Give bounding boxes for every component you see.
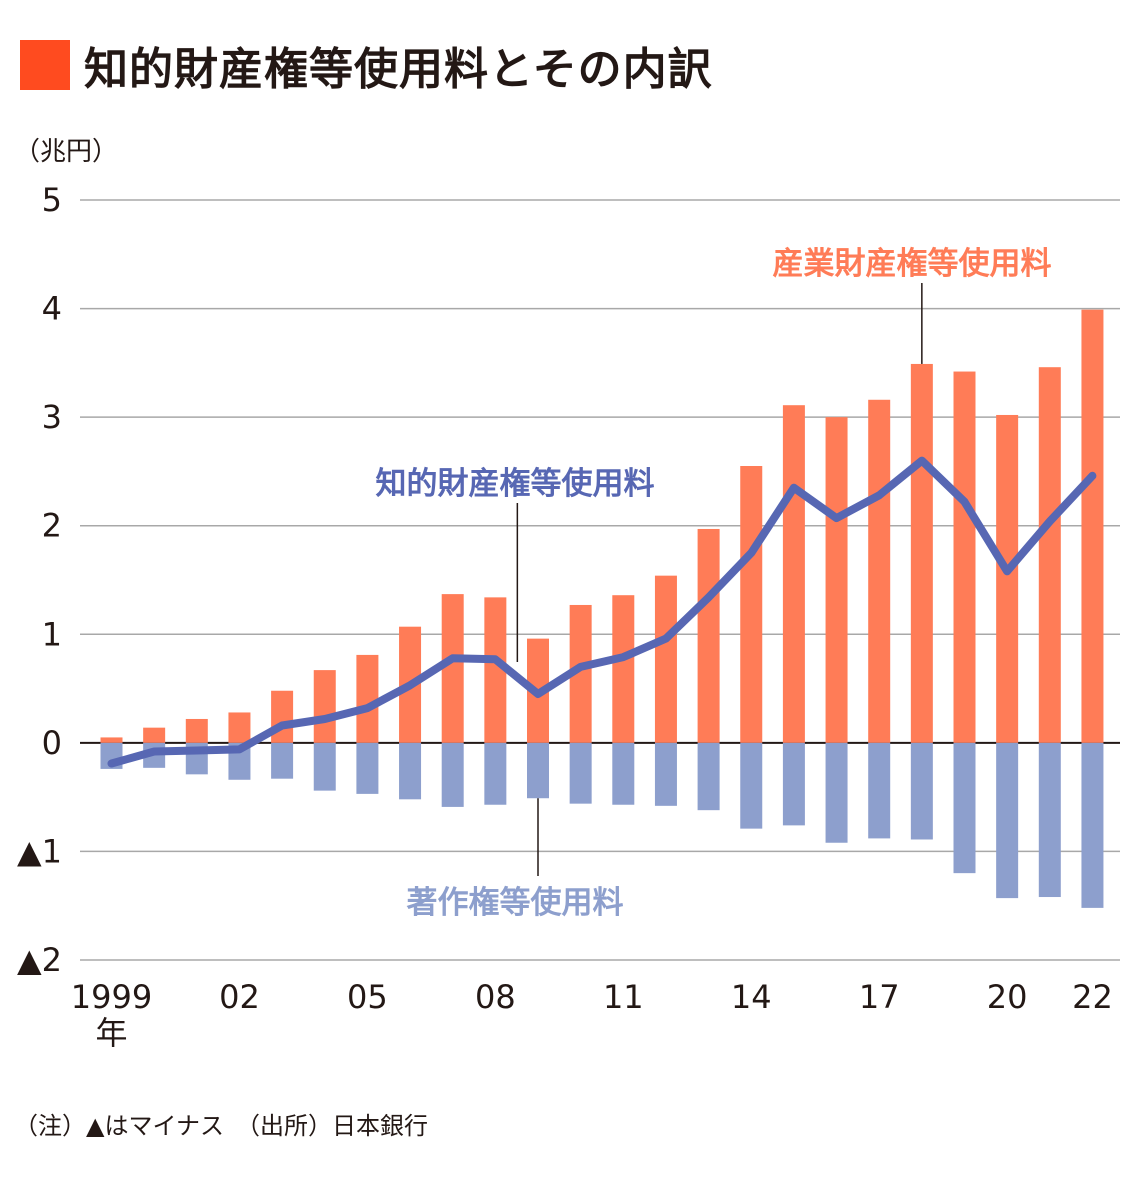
industrial-bar [313,670,336,743]
x-tick-label: 14 [731,978,772,1016]
industrial-bar [1038,367,1061,743]
industrial-bar [782,405,805,743]
industrial-bar [356,654,379,743]
industrial-bar [654,575,677,743]
total-series-line [107,456,1097,768]
industrial-bar [441,594,464,743]
y-tick-label: 3 [42,398,62,436]
industrial-bar [910,363,933,743]
industrial-bar [868,399,891,743]
copyright-bar [271,742,294,779]
x-tick-label: 20 [987,978,1028,1016]
y-tick-label: ▲2 [17,941,62,979]
industrial-bar [185,718,208,743]
title-marker [20,40,70,90]
y-tick-label: 4 [42,290,62,328]
chart-title-block: 知的財産権等使用料とその内訳 [20,38,713,95]
copyright-bar [484,742,507,805]
x-tick-label: 08 [475,978,516,1016]
chart-title: 知的財産権等使用料とその内訳 [84,44,713,95]
industrial-bar [271,690,294,743]
x-tick-label: 02 [219,978,260,1016]
y-tick-label: 5 [42,181,62,219]
copyright-bar [654,742,677,806]
x-tick-label: 11 [603,978,644,1016]
gridlines [80,199,1120,961]
copyright-bar [697,742,720,811]
y-tick-label: 0 [42,724,62,762]
copyright-bar [996,742,1019,899]
x-tick-label: 1999 [71,978,152,1016]
annotation-leaders [516,283,923,876]
industrial-bar [1081,309,1104,743]
y-tick-label: 1 [42,615,62,653]
industrial-bar [228,712,251,743]
copyright-bar [527,742,549,799]
industrial-bar [612,595,635,743]
industrial-bar [953,371,976,743]
copyright-bar [910,742,933,840]
bars [100,309,1104,908]
copyright-bar [399,742,422,800]
industrial-bar [100,737,123,743]
industrial-bar [484,597,507,743]
copyright-bar [782,742,805,826]
copyright-bar [612,742,635,805]
industrial-bar [143,727,166,743]
copyright-bar [868,742,891,839]
industrial-bar [569,604,592,743]
total-line [107,456,1097,768]
copyright-bar [740,742,763,829]
total-series-label: 知的財産権等使用料 [376,466,655,502]
x-tick-sublabel: 年 [95,1014,127,1052]
y-axis-ticks: 5 4 3 2 1 0 ▲1 ▲2 [17,181,62,979]
industrial-series-label: 産業財産権等使用料 [773,246,1052,282]
copyright-bar [313,742,336,791]
copyright-bar [356,742,379,794]
footnote: （注）▲はマイナス （出所）日本銀行 [14,1112,428,1140]
copyright-series-label: 著作権等使用料 [407,885,624,921]
industrial-bar [740,466,763,743]
y-tick-label: 2 [42,507,62,545]
copyright-bar [825,742,848,843]
x-tick-label: 22 [1072,978,1113,1016]
industrial-bar [825,417,848,743]
copyright-bar [1081,742,1104,908]
industrial-bar [697,528,720,743]
x-tick-label: 05 [347,978,388,1016]
y-axis-unit-label: （兆円） [14,137,119,167]
copyright-bar [953,742,976,874]
copyright-bar [1038,742,1061,898]
industrial-bar [996,414,1019,743]
x-tick-label: 17 [859,978,900,1016]
y-tick-label: ▲1 [17,832,62,870]
copyright-bar [569,742,592,804]
copyright-bar [441,742,464,807]
